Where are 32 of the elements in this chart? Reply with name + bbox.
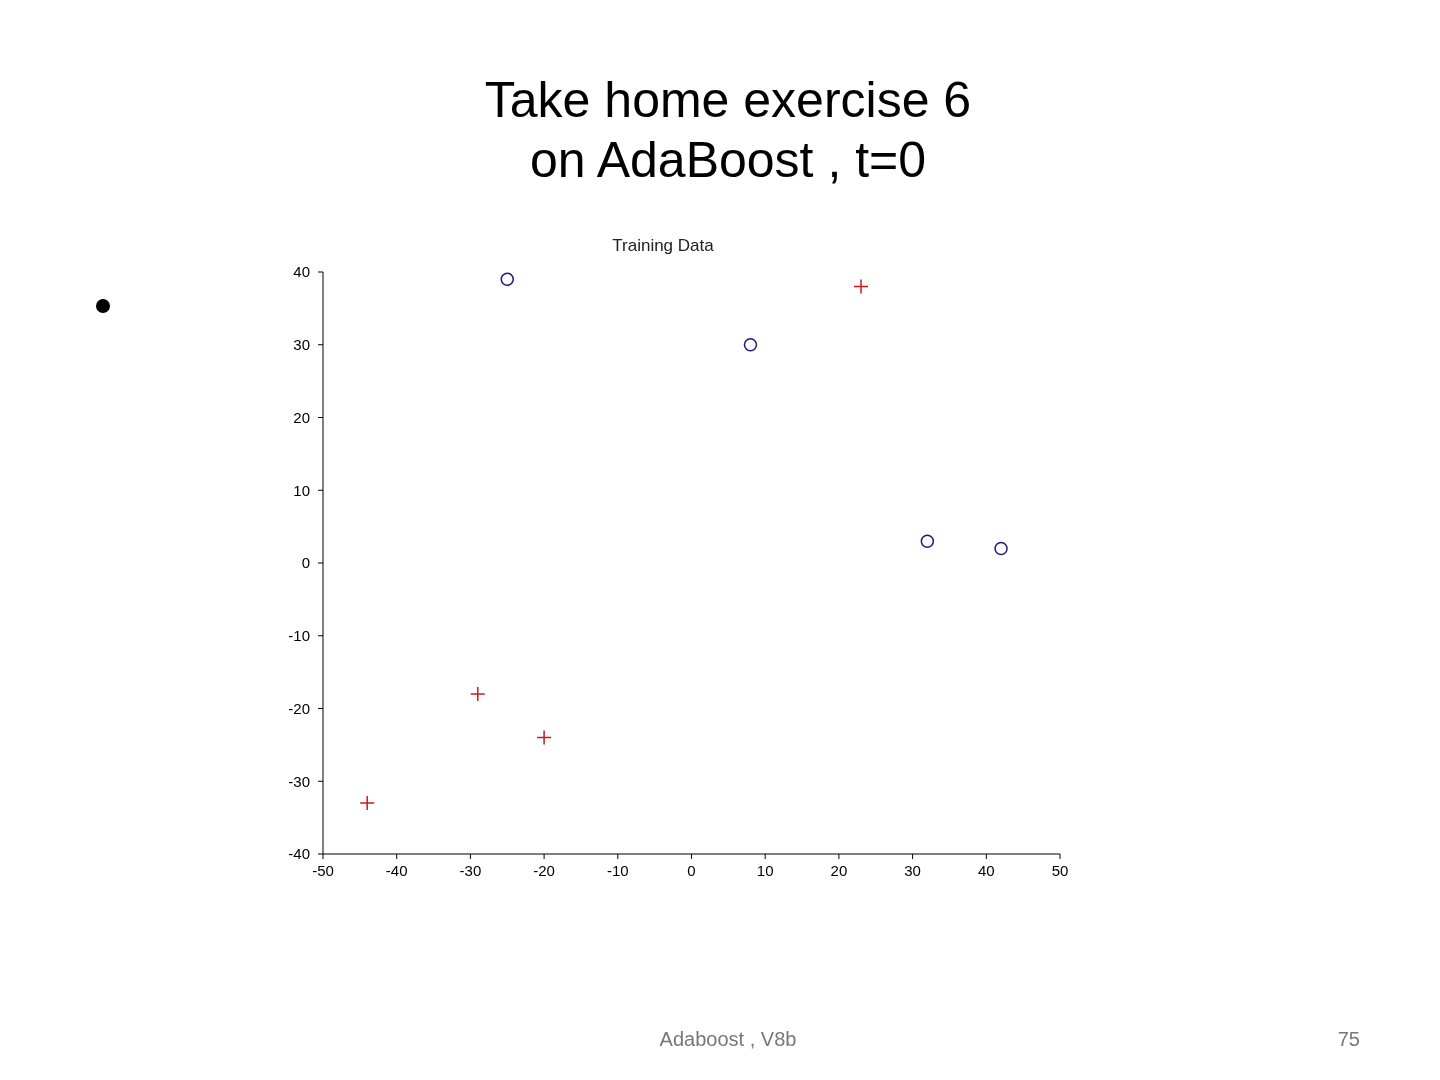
point — [359, 795, 375, 811]
chart-title: Take home exercise 6 on AdaBoost , t=0 — [483, 71, 973, 190]
y-tick-label: 30 — [293, 336, 310, 354]
y-tick-label: -20 — [288, 699, 310, 717]
point — [470, 686, 486, 702]
point — [743, 338, 758, 352]
y-tick-label: 40 — [293, 263, 310, 281]
y-tick-label: 0 — [301, 554, 310, 572]
y-tick-label: 10 — [293, 481, 310, 499]
chart-subtitle: Training Data — [611, 236, 715, 256]
point — [500, 272, 514, 287]
x-tick-label: 40 — [977, 861, 995, 879]
y-tick-label: 20 — [293, 408, 310, 426]
y-tick-label: -40 — [288, 845, 310, 863]
x-tick-label: -20 — [533, 861, 555, 879]
point — [853, 278, 869, 295]
x-tick-label: -50 — [312, 861, 334, 879]
x-tick-label: -40 — [385, 861, 408, 879]
x-tick-label: 0 — [687, 861, 696, 879]
point — [920, 534, 935, 548]
y-tick-label: -30 — [288, 772, 310, 790]
text: 75 — [1336, 1028, 1360, 1051]
x-tick-label: 30 — [904, 861, 921, 879]
point — [536, 729, 552, 746]
y-tick-label: -10 — [288, 627, 310, 645]
x-tick-label: -30 — [459, 861, 482, 879]
x-tick-label: 50 — [1051, 861, 1069, 879]
point — [994, 541, 1008, 556]
text: Adaboost , V8b — [658, 1028, 798, 1051]
x-tick-label: 10 — [756, 861, 774, 879]
x-tick-label: 20 — [830, 861, 848, 879]
x-tick-label: -10 — [606, 861, 629, 879]
